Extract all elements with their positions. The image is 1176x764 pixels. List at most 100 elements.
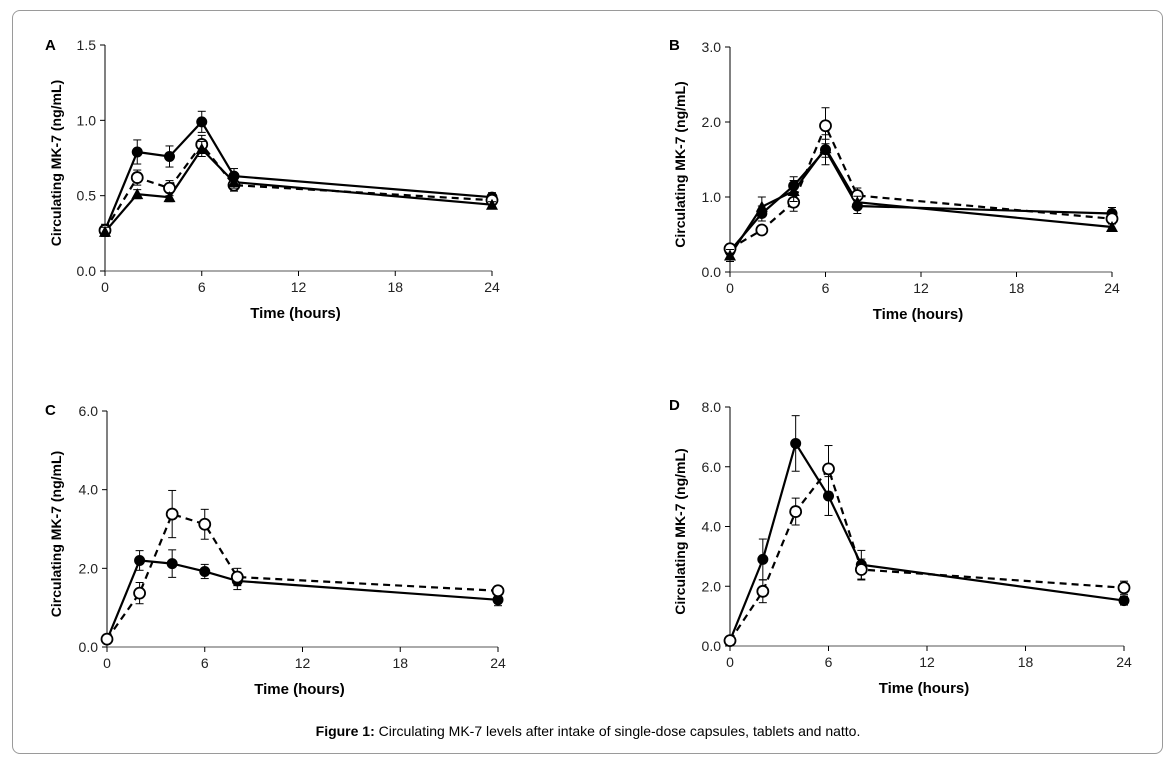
y-tick-label: 0.0 — [79, 639, 99, 655]
series-line-open-circle — [104, 142, 493, 231]
x-tick-label: 12 — [291, 279, 307, 295]
series-line-open-circle — [106, 512, 499, 640]
data-point-open-circle — [491, 584, 505, 598]
panel-letter: B — [669, 37, 680, 54]
data-point-triangle — [131, 188, 144, 200]
y-tick-label: 0.5 — [77, 188, 97, 204]
data-point-open-circle — [165, 507, 179, 521]
x-tick-label: 0 — [726, 280, 734, 296]
panel-letter: D — [669, 397, 680, 414]
x-tick-label: 24 — [484, 279, 500, 295]
data-point-filled-circle — [164, 150, 175, 162]
y-tick-label: 2.0 — [702, 114, 722, 130]
x-tick-label: 24 — [1104, 280, 1120, 296]
y-tick-label: 0.0 — [77, 263, 97, 279]
y-axis-title: Circulating MK-7 (ng/mL) — [48, 80, 64, 246]
data-point-triangle — [787, 185, 800, 196]
series-line-filled-circle — [105, 559, 499, 641]
data-point-filled-circle — [492, 594, 504, 606]
data-point-triangle — [819, 142, 832, 154]
y-axis-title: Circulating MK-7 (ng/mL) — [48, 451, 64, 617]
data-point-triangle — [851, 196, 864, 208]
series-line-triangle — [104, 147, 493, 233]
y-tick-label: 1.0 — [77, 112, 97, 128]
x-tick-label: 0 — [101, 279, 109, 295]
data-point-filled-circle — [1118, 595, 1130, 607]
x-tick-label: 18 — [1009, 280, 1025, 296]
data-point-open-circle — [230, 570, 244, 584]
data-point-filled-circle — [131, 146, 143, 158]
data-point-filled-circle — [196, 116, 208, 128]
x-tick-label: 18 — [387, 279, 403, 295]
x-tick-label: 12 — [295, 655, 311, 671]
data-point-open-circle — [789, 505, 803, 518]
data-point-open-circle — [822, 462, 835, 476]
y-tick-label: 8.0 — [702, 399, 722, 415]
data-point-open-circle — [1117, 581, 1131, 595]
caption-text: Circulating MK-7 levels after intake of … — [374, 723, 861, 739]
data-point-filled-circle — [823, 490, 834, 502]
series-line-filled-circle — [103, 120, 493, 231]
data-point-triangle — [163, 191, 176, 203]
panel-letter: C — [45, 402, 56, 419]
data-point-open-circle — [755, 223, 769, 237]
y-tick-label: 0.0 — [702, 638, 722, 654]
data-point-triangle — [1106, 221, 1118, 232]
data-point-triangle — [724, 249, 736, 261]
data-point-filled-circle — [199, 565, 211, 577]
data-point-open-circle — [819, 119, 832, 133]
x-tick-label: 6 — [822, 280, 830, 296]
x-tick-label: 0 — [103, 655, 111, 671]
y-tick-label: 2.0 — [702, 578, 722, 594]
x-axis-title: Time (hours) — [250, 305, 341, 322]
data-point-filled-circle — [134, 554, 146, 566]
panel-letter: A — [45, 37, 56, 54]
data-point-open-circle — [130, 171, 144, 184]
data-point-open-circle — [100, 632, 114, 646]
data-point-filled-circle — [757, 553, 769, 565]
y-tick-label: 4.0 — [79, 482, 99, 498]
x-tick-label: 0 — [726, 654, 734, 670]
series-line-open-circle — [729, 466, 1125, 642]
data-point-open-circle — [133, 586, 146, 600]
series-line-filled-circle — [728, 440, 1125, 642]
x-tick-label: 6 — [201, 655, 209, 671]
y-tick-label: 3.0 — [702, 39, 722, 55]
data-point-open-circle — [756, 584, 770, 598]
x-tick-label: 18 — [1018, 654, 1034, 670]
data-point-triangle — [486, 198, 498, 210]
x-axis-title: Time (hours) — [879, 680, 970, 697]
data-point-open-circle — [198, 517, 212, 531]
y-tick-label: 1.0 — [702, 189, 722, 205]
y-axis-title: Circulating MK-7 (ng/mL) — [672, 448, 688, 614]
y-tick-label: 6.0 — [79, 403, 99, 419]
data-point-filled-circle — [166, 558, 178, 570]
x-tick-label: 6 — [825, 654, 833, 670]
data-point-triangle — [99, 225, 111, 237]
x-axis-title: Time (hours) — [873, 306, 964, 323]
data-point-triangle — [228, 176, 240, 188]
data-point-open-circle — [723, 634, 737, 648]
y-tick-label: 6.0 — [702, 459, 722, 475]
x-tick-label: 24 — [1116, 654, 1132, 670]
y-axis-title: Circulating MK-7 (ng/mL) — [672, 81, 688, 247]
caption-label: Figure 1: — [315, 723, 375, 739]
y-tick-label: 1.5 — [77, 37, 97, 53]
data-point-open-circle — [854, 563, 868, 576]
x-tick-label: 12 — [913, 280, 929, 296]
figure-frame — [12, 10, 1163, 754]
x-tick-label: 24 — [490, 655, 506, 671]
data-point-triangle — [755, 200, 768, 212]
data-point-triangle — [195, 142, 208, 154]
y-tick-label: 2.0 — [79, 560, 99, 576]
y-tick-label: 0.0 — [702, 264, 722, 280]
x-axis-title: Time (hours) — [254, 681, 345, 698]
x-tick-label: 18 — [392, 655, 408, 671]
x-tick-label: 12 — [919, 654, 935, 670]
y-tick-label: 4.0 — [702, 519, 722, 535]
data-point-filled-circle — [790, 437, 802, 449]
